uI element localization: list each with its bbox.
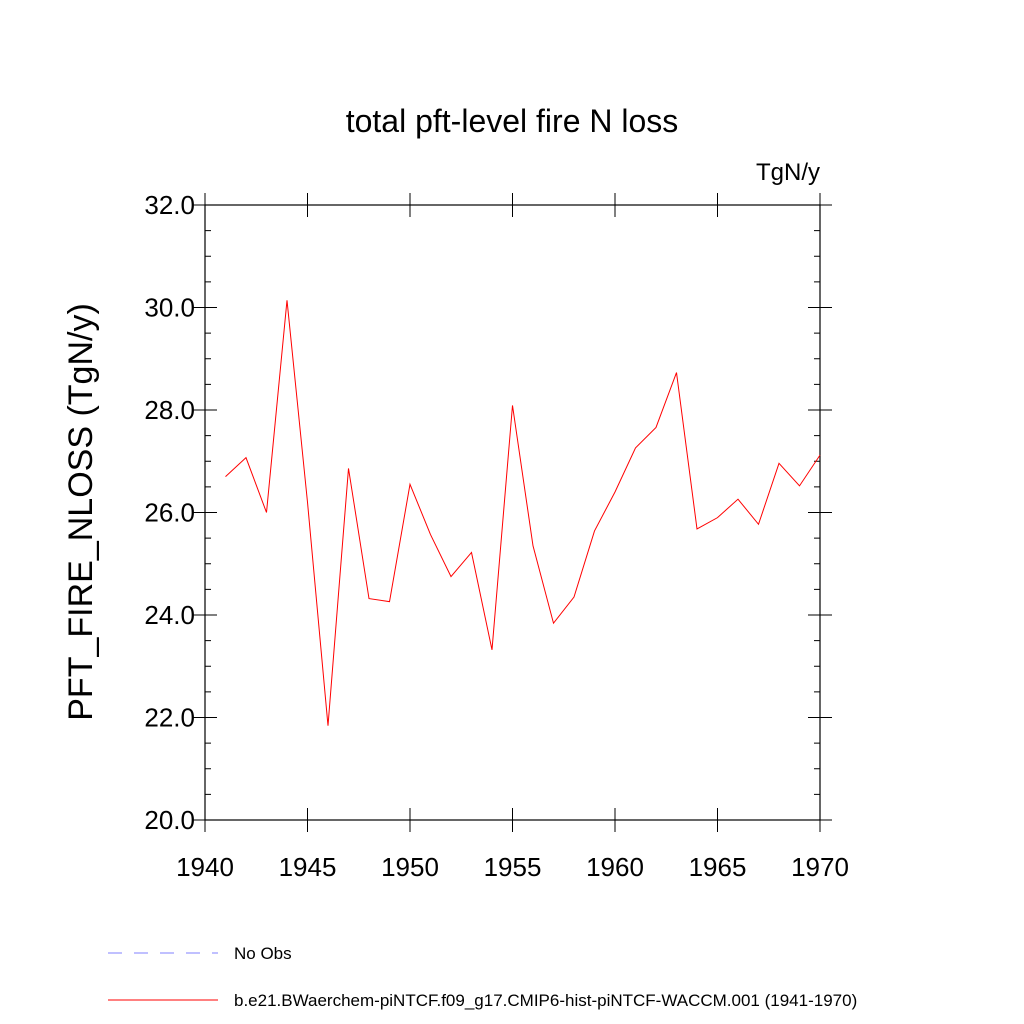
data-point: [676, 372, 677, 373]
y-tick-label: 26.0: [144, 498, 195, 528]
data-point: [369, 598, 370, 599]
data-point: [266, 512, 267, 513]
data-point: [225, 476, 226, 477]
legend-label-model: b.e21.BWaerchem-piNTCF.f09_g17.CMIP6-his…: [234, 991, 857, 1010]
y-tick-label: 30.0: [144, 293, 195, 323]
data-point: [697, 528, 698, 529]
data-point: [451, 576, 452, 577]
chart-title: total pft-level fire N loss: [346, 103, 679, 139]
data-point: [594, 530, 595, 531]
series-lines: [225, 300, 821, 726]
data-point: [348, 468, 349, 469]
x-tick-label: 1945: [279, 852, 337, 882]
y-tick-label: 24.0: [144, 600, 195, 630]
data-point: [492, 649, 493, 650]
data-point: [820, 455, 821, 456]
y-tick-label: 22.0: [144, 703, 195, 733]
x-tick-label: 1970: [791, 852, 849, 882]
y-tick-label: 32.0: [144, 190, 195, 220]
data-point: [758, 524, 759, 525]
y-tick-label: 20.0: [144, 805, 195, 835]
x-tick-label: 1940: [176, 852, 234, 882]
data-point: [430, 534, 431, 535]
data-point: [656, 427, 657, 428]
data-point: [738, 499, 739, 500]
y-axis-label: PFT_FIRE_NLOSS (TgN/y): [62, 303, 100, 721]
data-point: [328, 725, 329, 726]
data-point: [799, 485, 800, 486]
data-point: [512, 405, 513, 406]
data-point: [246, 457, 247, 458]
y-axis-ticks: 20.0 22.0 24.0 26.0 28.0 30.0 32.0: [144, 190, 832, 835]
x-tick-label: 1950: [381, 852, 439, 882]
data-point: [635, 447, 636, 448]
data-point: [533, 545, 534, 546]
plot-frame: [204, 204, 821, 821]
data-point: [574, 597, 575, 598]
y-tick-label: 28.0: [144, 395, 195, 425]
x-tick-label: 1965: [689, 852, 747, 882]
data-point: [389, 601, 390, 602]
data-point: [779, 463, 780, 464]
series-line-0: [225, 300, 821, 726]
data-point: [717, 517, 718, 518]
data-point: [410, 484, 411, 485]
data-point: [287, 300, 288, 301]
legend: No Obs b.e21.BWaerchem-piNTCF.f09_g17.CM…: [108, 944, 857, 1010]
x-axis-ticks: 1940 1945 1950 1955 1960 1965 1970: [176, 193, 849, 882]
data-point: [553, 623, 554, 624]
x-tick-label: 1960: [586, 852, 644, 882]
data-point: [615, 492, 616, 493]
legend-label-no-obs: No Obs: [234, 944, 292, 963]
x-tick-label: 1955: [484, 852, 542, 882]
data-point: [307, 502, 308, 503]
data-point: [471, 552, 472, 553]
units-label: TgN/y: [756, 159, 820, 186]
